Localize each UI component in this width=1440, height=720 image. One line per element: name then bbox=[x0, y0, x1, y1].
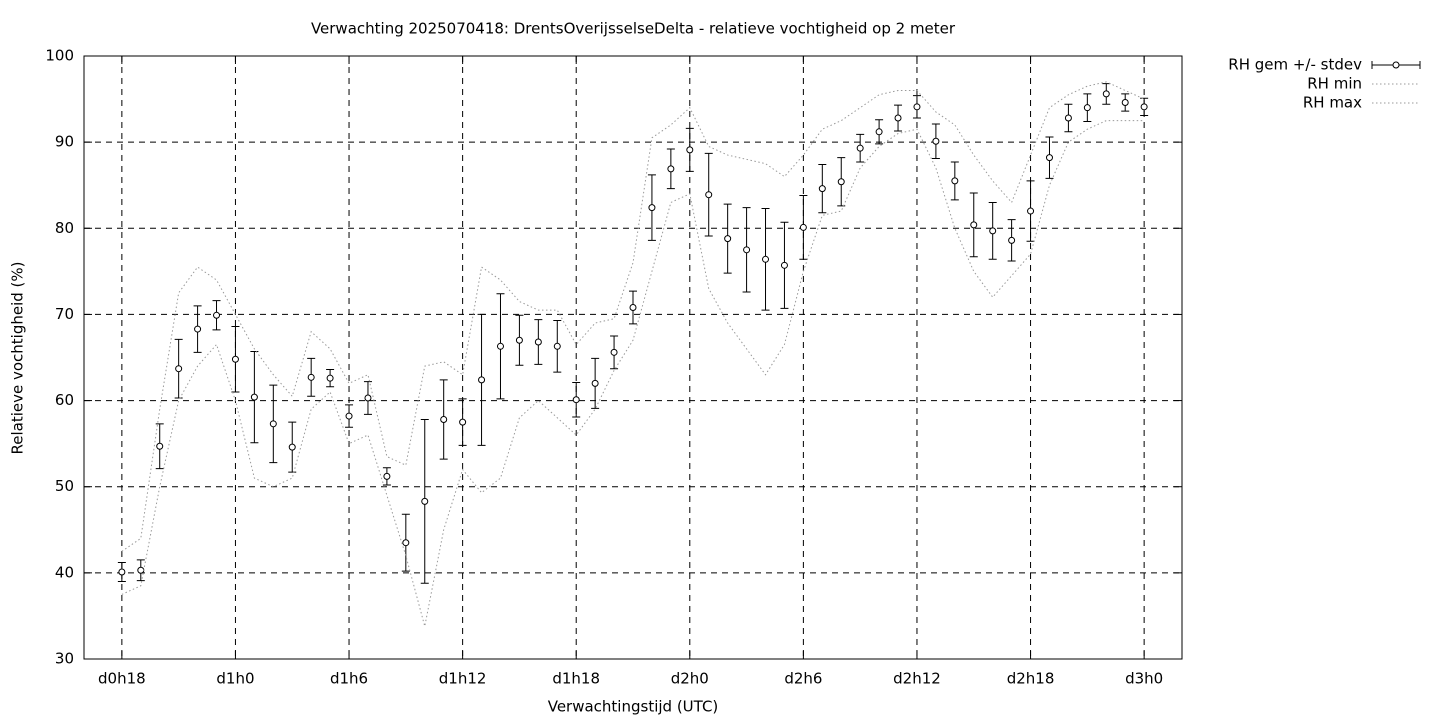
x-tick-label: d0h18 bbox=[98, 670, 146, 688]
x-tick-label: d2h6 bbox=[784, 670, 822, 688]
y-tick-label: 50 bbox=[55, 477, 74, 495]
y-tick-label: 30 bbox=[55, 650, 74, 668]
point bbox=[459, 418, 467, 426]
point bbox=[307, 373, 315, 381]
point bbox=[610, 348, 618, 356]
y-tick-label: 60 bbox=[55, 391, 74, 409]
point bbox=[686, 146, 694, 154]
point bbox=[421, 497, 429, 505]
point bbox=[667, 165, 675, 173]
x-tick-label: d2h18 bbox=[1007, 670, 1055, 688]
point bbox=[137, 566, 145, 574]
point bbox=[856, 144, 864, 152]
point bbox=[743, 246, 751, 254]
legend-swatch bbox=[1392, 61, 1400, 69]
point bbox=[345, 412, 353, 420]
point bbox=[478, 376, 486, 384]
point bbox=[1083, 104, 1091, 112]
x-tick-label: d2h0 bbox=[671, 670, 709, 688]
point bbox=[1027, 207, 1035, 215]
point bbox=[648, 204, 656, 212]
y-axis-label: Relatieve vochtigheid (%) bbox=[9, 261, 27, 454]
point bbox=[496, 342, 504, 350]
point bbox=[156, 442, 164, 450]
point bbox=[572, 396, 580, 404]
point bbox=[989, 227, 997, 235]
y-tick-label: 70 bbox=[55, 305, 74, 323]
point bbox=[194, 325, 202, 333]
x-tick-label: d1h0 bbox=[216, 670, 254, 688]
point bbox=[932, 137, 940, 145]
line-1 bbox=[121, 120, 1145, 627]
legend-label: RH min bbox=[1307, 75, 1362, 93]
point bbox=[875, 128, 883, 136]
point bbox=[250, 393, 258, 401]
legend-label: RH max bbox=[1303, 94, 1362, 112]
point bbox=[1140, 103, 1148, 111]
point bbox=[951, 177, 959, 185]
point bbox=[534, 338, 542, 346]
legend-label: RH gem +/- stdev bbox=[1228, 56, 1362, 74]
point bbox=[591, 379, 599, 387]
point bbox=[913, 103, 921, 111]
point bbox=[288, 443, 296, 451]
x-tick-label: d2h12 bbox=[893, 670, 941, 688]
plot-frame bbox=[83, 55, 1183, 660]
point bbox=[118, 568, 126, 576]
point bbox=[383, 472, 391, 480]
x-tick-label: d1h6 bbox=[330, 670, 368, 688]
x-tick-label: d1h18 bbox=[552, 670, 600, 688]
point bbox=[724, 235, 732, 243]
point bbox=[402, 539, 410, 547]
chart-title: Verwachting 2025070418: DrentsOverijssel… bbox=[311, 20, 956, 38]
y-tick-label: 90 bbox=[55, 133, 74, 151]
point bbox=[837, 178, 845, 186]
point bbox=[705, 191, 713, 199]
point bbox=[1102, 90, 1110, 98]
y-tick-label: 100 bbox=[45, 47, 74, 65]
point bbox=[1064, 114, 1072, 122]
point bbox=[364, 394, 372, 402]
point bbox=[515, 336, 523, 344]
point bbox=[553, 342, 561, 350]
point bbox=[780, 261, 788, 269]
point bbox=[175, 365, 183, 373]
point bbox=[1121, 99, 1129, 107]
point bbox=[894, 114, 902, 122]
point bbox=[440, 416, 448, 424]
point bbox=[818, 185, 826, 193]
point bbox=[326, 374, 334, 382]
x-tick-label: d1h12 bbox=[439, 670, 487, 688]
x-tick-label: d3h0 bbox=[1125, 670, 1163, 688]
y-tick-label: 80 bbox=[55, 219, 74, 237]
point bbox=[629, 304, 637, 312]
point bbox=[269, 420, 277, 428]
point bbox=[213, 311, 221, 319]
point bbox=[231, 355, 239, 363]
y-tick-label: 40 bbox=[55, 563, 74, 581]
point bbox=[799, 223, 807, 231]
point bbox=[762, 255, 770, 263]
x-axis-label: Verwachtingstijd (UTC) bbox=[548, 698, 719, 716]
point bbox=[1008, 236, 1016, 244]
point bbox=[1045, 154, 1053, 162]
point bbox=[970, 221, 978, 229]
